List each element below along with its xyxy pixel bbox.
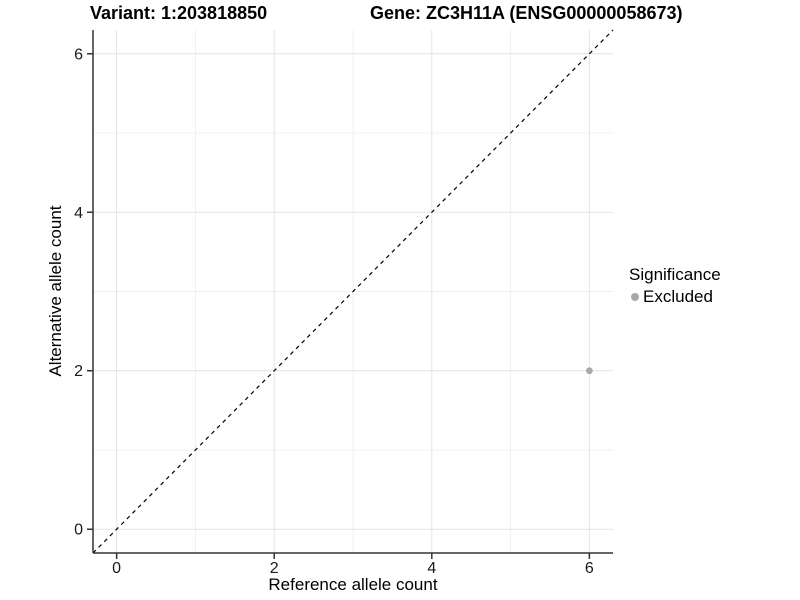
x-tick-label: 6 xyxy=(585,560,594,577)
y-tick-label: 6 xyxy=(74,46,83,63)
y-axis-title: Alternative allele count xyxy=(46,205,65,377)
plot-title-variant: Variant: 1:203818850 xyxy=(90,3,268,23)
x-tick-label: 4 xyxy=(427,560,436,577)
legend: Significance Excluded xyxy=(629,265,721,307)
legend-item-excluded: Excluded xyxy=(629,287,721,307)
legend-item-label: Excluded xyxy=(643,287,713,306)
legend-title: Significance xyxy=(629,265,721,284)
y-tick-label: 4 xyxy=(74,205,83,222)
x-tick-label: 2 xyxy=(270,560,279,577)
y-tick-label: 2 xyxy=(74,363,83,380)
legend-key-dot-icon xyxy=(631,293,639,301)
x-axis-title: Reference allele count xyxy=(268,575,438,594)
plot-title-gene: Gene: ZC3H11A (ENSG00000058673) xyxy=(370,3,683,23)
identity-line xyxy=(92,29,614,554)
y-tick-label: 0 xyxy=(74,522,83,539)
data-point-excluded xyxy=(585,367,593,375)
x-tick-label: 0 xyxy=(112,560,121,577)
